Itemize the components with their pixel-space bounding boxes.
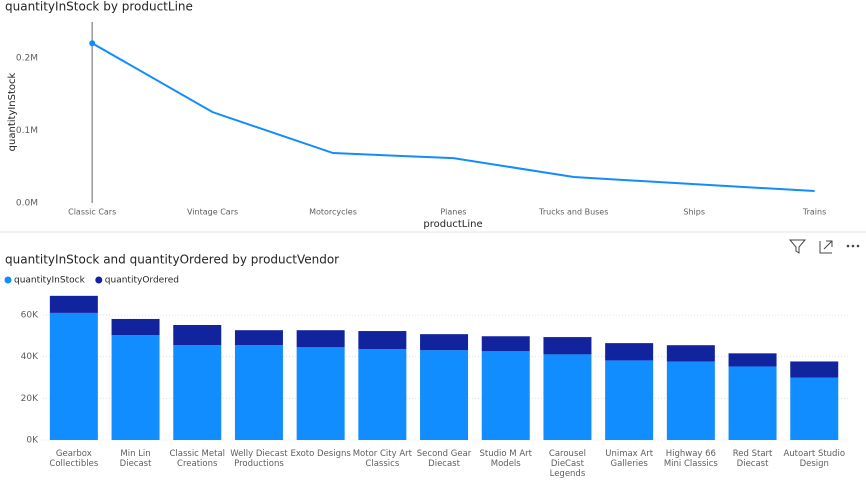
y-tick-label: 20K (21, 394, 39, 404)
x-tick-label: Autoart Studio Design (783, 449, 846, 469)
x-tick-label: Ships (683, 208, 705, 217)
bar-segment (666, 361, 715, 440)
legend-label: quantityInStock (14, 276, 86, 286)
bar-segment (358, 331, 407, 350)
visual-header[interactable] (788, 239, 860, 254)
bar-segment (358, 349, 407, 440)
x-tick-label: Vintage Cars (187, 208, 238, 217)
x-tick-label: Carousel DieCast Legends (548, 449, 586, 479)
bar-segment (234, 330, 283, 346)
bar-segment (296, 330, 345, 348)
more-icon[interactable] (851, 244, 855, 248)
bar-segment (543, 337, 592, 355)
bar-segment (790, 361, 839, 378)
x-tick-label: Exoto Designs (290, 449, 351, 459)
x-tick-label: Red Start Diecast (732, 449, 773, 469)
x-tick-label: Min Lin Diecast (119, 449, 152, 469)
bar-segment (666, 345, 715, 362)
bar-segment (790, 377, 839, 440)
bar-segment (605, 360, 654, 440)
bar-segment (481, 351, 530, 440)
focus-icon[interactable] (819, 240, 833, 254)
x-tick-label: Highway 66 Mini Classics (663, 449, 718, 469)
y-tick-label: 40K (21, 352, 39, 362)
x-tick-label: Motor City Art Classics (352, 449, 412, 469)
bar-segment (234, 345, 283, 440)
legend-marker (95, 276, 103, 284)
y-tick-label: 0.1M (16, 126, 38, 136)
more-icon[interactable] (846, 244, 850, 248)
bar-segment (420, 350, 469, 440)
bar-segment (728, 366, 777, 440)
y-tick-label: 0K (26, 436, 39, 446)
y-tick-label: 0.0M (16, 199, 38, 209)
bar-segment (728, 353, 777, 367)
bar-segment (111, 335, 160, 440)
x-tick-label: Planes (440, 208, 466, 217)
y-tick-label: 0.2M (16, 54, 38, 64)
chart-title: quantityInStock by productLine (5, 0, 193, 14)
x-tick-label: Classic Cars (68, 208, 116, 217)
chart-title: quantityInStock and quantityOrdered by p… (5, 253, 339, 267)
bar-segment (49, 295, 98, 313)
x-tick-label: Unimax Art Galleries (605, 449, 654, 469)
more-icon[interactable] (856, 244, 860, 248)
bar-segment (420, 334, 469, 351)
bar-segment (173, 345, 222, 440)
bar-segment (111, 318, 160, 336)
bar-segment (605, 343, 654, 361)
bar-segment (543, 354, 592, 440)
x-axis-title: productLine (423, 219, 482, 230)
y-axis-title: quantityInStock (7, 72, 18, 151)
x-tick-label: Welly Diecast Productions (230, 449, 288, 469)
x-tick-label: Classic Metal Creations (169, 449, 226, 469)
bar-segment (49, 312, 98, 440)
bar-segment (173, 325, 222, 346)
x-tick-label: Gearbox Collectibles (49, 449, 99, 469)
x-tick-label: Studio M Art Models (479, 449, 532, 469)
legend-label: quantityOrdered (105, 276, 179, 286)
x-tick-label: Trucks and Buses (538, 208, 608, 217)
x-tick-label: Trains (802, 208, 826, 217)
y-tick-label: 60K (21, 311, 39, 321)
line (91, 42, 815, 193)
x-tick-label: Second Gear Diecast (416, 449, 472, 469)
legend-marker (4, 276, 12, 284)
filter-icon[interactable] (788, 239, 807, 254)
bar-segment (296, 347, 345, 440)
x-tick-label: Motorcycles (309, 208, 357, 217)
bar-segment (481, 336, 530, 352)
marker (89, 40, 96, 47)
